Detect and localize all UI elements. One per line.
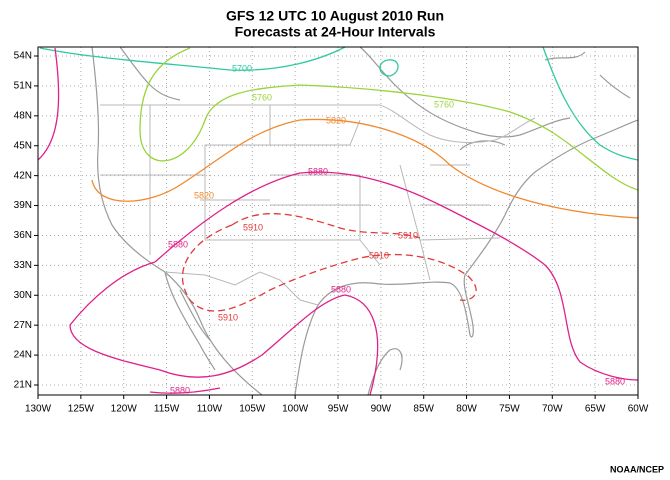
coastlines bbox=[91, 46, 639, 396]
lat-tick-label: 54N bbox=[14, 51, 32, 62]
lat-tick-label: 42N bbox=[14, 170, 32, 181]
contour-label: 5880 bbox=[168, 239, 188, 249]
contour-label: 5910 bbox=[398, 230, 418, 240]
lon-tick-label: 125W bbox=[68, 404, 95, 415]
lon-tick-label: 75W bbox=[499, 404, 520, 415]
lon-tick-label: 95W bbox=[328, 404, 349, 415]
lon-tick-label: 70W bbox=[542, 404, 563, 415]
lon-tick-label: 130W bbox=[25, 404, 52, 415]
lon-tick-label: 85W bbox=[413, 404, 434, 415]
contour-label: 5880 bbox=[308, 166, 328, 176]
contour-label: 5910 bbox=[243, 222, 263, 232]
lat-tick-label: 51N bbox=[14, 81, 32, 92]
contour-label: 5910 bbox=[218, 312, 238, 322]
credit: NOAA/NCEP bbox=[610, 464, 664, 474]
lon-tick-label: 115W bbox=[154, 404, 180, 415]
contour-label: 5880 bbox=[605, 376, 625, 386]
subtitle: Forecasts at 24-Hour Intervals bbox=[235, 24, 436, 40]
lat-tick-label: 30N bbox=[14, 290, 32, 301]
contour-label: 5880 bbox=[331, 284, 351, 294]
lat-tick-label: 21N bbox=[14, 380, 32, 391]
lon-tick-label: 110W bbox=[197, 404, 223, 415]
contour-labels: 5700 5760 5760 5820 5820 5880 5880 5880 … bbox=[168, 63, 625, 395]
lat-tick-label: 45N bbox=[14, 140, 32, 151]
lat-tick-label: 33N bbox=[14, 260, 32, 271]
lon-tick-label: 120W bbox=[111, 404, 138, 415]
lat-tick-label: 24N bbox=[14, 350, 32, 361]
lon-tick-label: 90W bbox=[371, 404, 392, 415]
grid bbox=[34, 47, 639, 399]
lon-tick-label: 60W bbox=[628, 404, 649, 415]
contours bbox=[37, 46, 639, 396]
lat-tick-label: 36N bbox=[14, 230, 32, 241]
contour-label: 5820 bbox=[326, 115, 346, 125]
lat-tick-label: 48N bbox=[14, 110, 32, 121]
lon-tick-label: 80W bbox=[456, 404, 477, 415]
contour-label: 5880 bbox=[170, 385, 190, 395]
contour-label: 5910 bbox=[369, 250, 389, 260]
map-frame bbox=[37, 46, 639, 396]
contour-label: 5760 bbox=[434, 99, 454, 109]
contour-label: 5760 bbox=[252, 92, 272, 102]
lat-tick-label: 27N bbox=[14, 320, 32, 331]
lat-tick-label: 39N bbox=[14, 200, 32, 211]
lon-tick-label: 100W bbox=[282, 404, 309, 415]
lon-tick-label: 65W bbox=[585, 404, 606, 415]
title: GFS 12 UTC 10 August 2010 Run bbox=[226, 8, 444, 24]
lon-tick-label: 105W bbox=[239, 404, 266, 415]
contour-label: 5700 bbox=[232, 63, 252, 73]
contour-label: 5820 bbox=[194, 190, 214, 200]
borders bbox=[100, 104, 536, 306]
